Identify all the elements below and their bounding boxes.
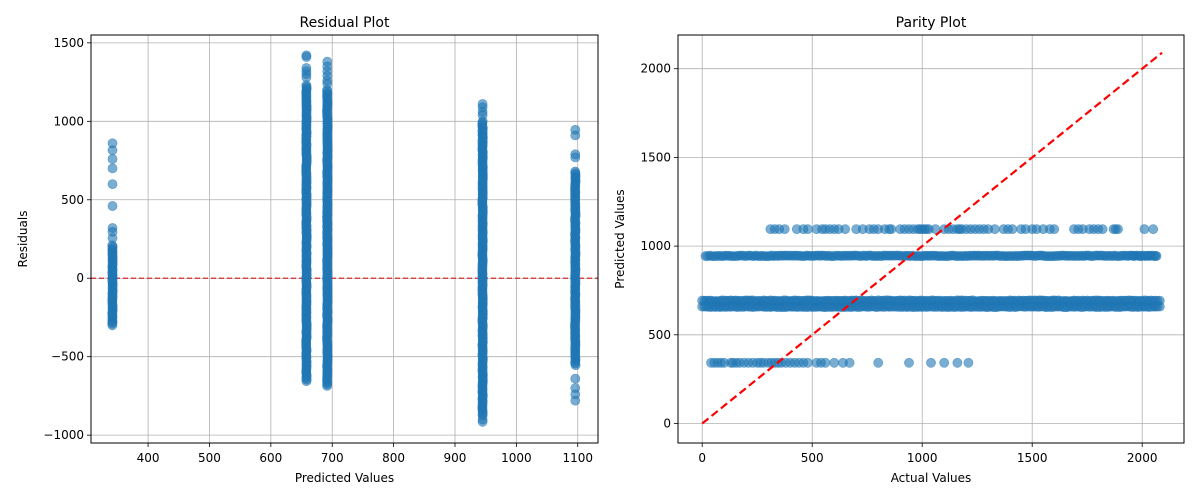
residual-x-ticks: 400 500 600 700 800 900 1000 1100 (137, 443, 593, 465)
residual-y-ticks: −1000 −500 0 500 1000 1500 (43, 36, 91, 442)
residual-x-tick-label: 400 (137, 451, 160, 465)
residual-y-tick-label: 1000 (53, 114, 84, 128)
parity-x-tick-label: 500 (801, 451, 824, 465)
parity-point (779, 224, 790, 234)
residual-points (107, 50, 581, 427)
residual-x-tick-label: 800 (382, 451, 405, 465)
residual-point (107, 154, 118, 164)
residual-y-tick-label: 500 (61, 193, 84, 207)
residual-x-tick-label: 900 (444, 451, 467, 465)
residual-point (570, 152, 581, 163)
residual-point (570, 130, 581, 141)
parity-point (926, 357, 936, 368)
parity-x-ticks: 0 500 1000 1500 2000 (698, 443, 1157, 465)
residual-plot-area (91, 35, 598, 443)
parity-point (939, 357, 950, 368)
residual-point (477, 110, 488, 120)
parity-point (802, 224, 813, 234)
residual-point (107, 201, 118, 211)
residual-y-tick-label: 1500 (53, 36, 84, 50)
parity-points (697, 224, 1165, 368)
parity-point (1150, 250, 1161, 261)
residual-point (570, 395, 581, 406)
parity-point (989, 224, 1000, 234)
parity-point (802, 357, 813, 368)
parity-x-tick-label: 2000 (1127, 451, 1158, 465)
residual-point (107, 179, 118, 189)
parity-point (820, 357, 831, 368)
parity-x-tick-label: 0 (698, 451, 706, 465)
parity-point (844, 357, 855, 368)
parity-point (873, 357, 884, 368)
residual-plot-border (90, 34, 599, 444)
parity-x-tick-label: 1000 (907, 451, 938, 465)
residual-point (322, 78, 333, 89)
parity-x-axis-label: Actual Values (891, 471, 972, 485)
residual-y-tick-label: −500 (51, 350, 84, 364)
residual-point (301, 376, 312, 387)
parity-point (952, 357, 963, 368)
residual-plot-title: Residual Plot (300, 15, 390, 31)
parity-point (829, 357, 840, 368)
residual-x-axis-label: Predicted Values (295, 471, 394, 485)
parity-point (886, 224, 897, 234)
residual-point (301, 72, 312, 83)
parity-point (1135, 250, 1145, 261)
parity-y-tick-label: 1000 (640, 239, 671, 253)
parity-gridlines (678, 35, 1184, 443)
parity-x-tick-label: 1500 (1017, 451, 1048, 465)
parity-y-ticks: 0 500 1000 1500 2000 (640, 62, 678, 430)
residual-plot: 400 500 600 700 800 900 1000 1100 −1000 −500 0 500… (16, 15, 599, 485)
parity-point (1049, 224, 1060, 234)
parity-point (1007, 224, 1018, 234)
parity-identity-line-path (701, 51, 1163, 425)
residual-x-tick-label: 500 (198, 451, 221, 465)
residual-point (107, 145, 118, 156)
parity-plot-border (677, 34, 1185, 444)
parity-y-tick-label: 1500 (640, 150, 671, 164)
residual-y-tick-label: −1000 (43, 428, 84, 442)
residual-point (570, 360, 581, 370)
residual-y-tick-label: 0 (76, 271, 84, 285)
parity-point (1139, 224, 1150, 234)
parity-y-axis-label: Predicted Values (613, 189, 627, 288)
parity-point (963, 357, 974, 368)
parity-point (904, 357, 914, 368)
residual-point (322, 380, 332, 391)
parity-point (840, 224, 851, 234)
parity-plot-title: Parity Plot (896, 15, 967, 31)
parity-plot: 0 500 1000 1500 2000 0 500 1000 1500 2000 Parity… (613, 15, 1185, 485)
parity-point (1154, 301, 1165, 312)
parity-point (1097, 224, 1108, 234)
parity-y-tick-label: 500 (648, 328, 671, 342)
residual-x-tick-label: 1000 (501, 451, 532, 465)
parity-point (1113, 224, 1123, 234)
parity-point (1148, 224, 1159, 234)
residual-point (107, 163, 118, 174)
parity-y-tick-label: 2000 (640, 62, 671, 76)
parity-identity-line (701, 51, 1163, 425)
residual-x-tick-label: 700 (321, 451, 344, 465)
residual-x-tick-label: 1100 (562, 451, 593, 465)
parity-y-tick-label: 0 (663, 416, 671, 430)
residual-point (107, 320, 118, 331)
residual-y-axis-label: Residuals (16, 211, 30, 268)
residual-point (477, 416, 488, 427)
residual-x-tick-label: 600 (259, 451, 282, 465)
residual-point (570, 373, 581, 384)
residual-point (107, 233, 118, 244)
residual-point (301, 52, 312, 62)
